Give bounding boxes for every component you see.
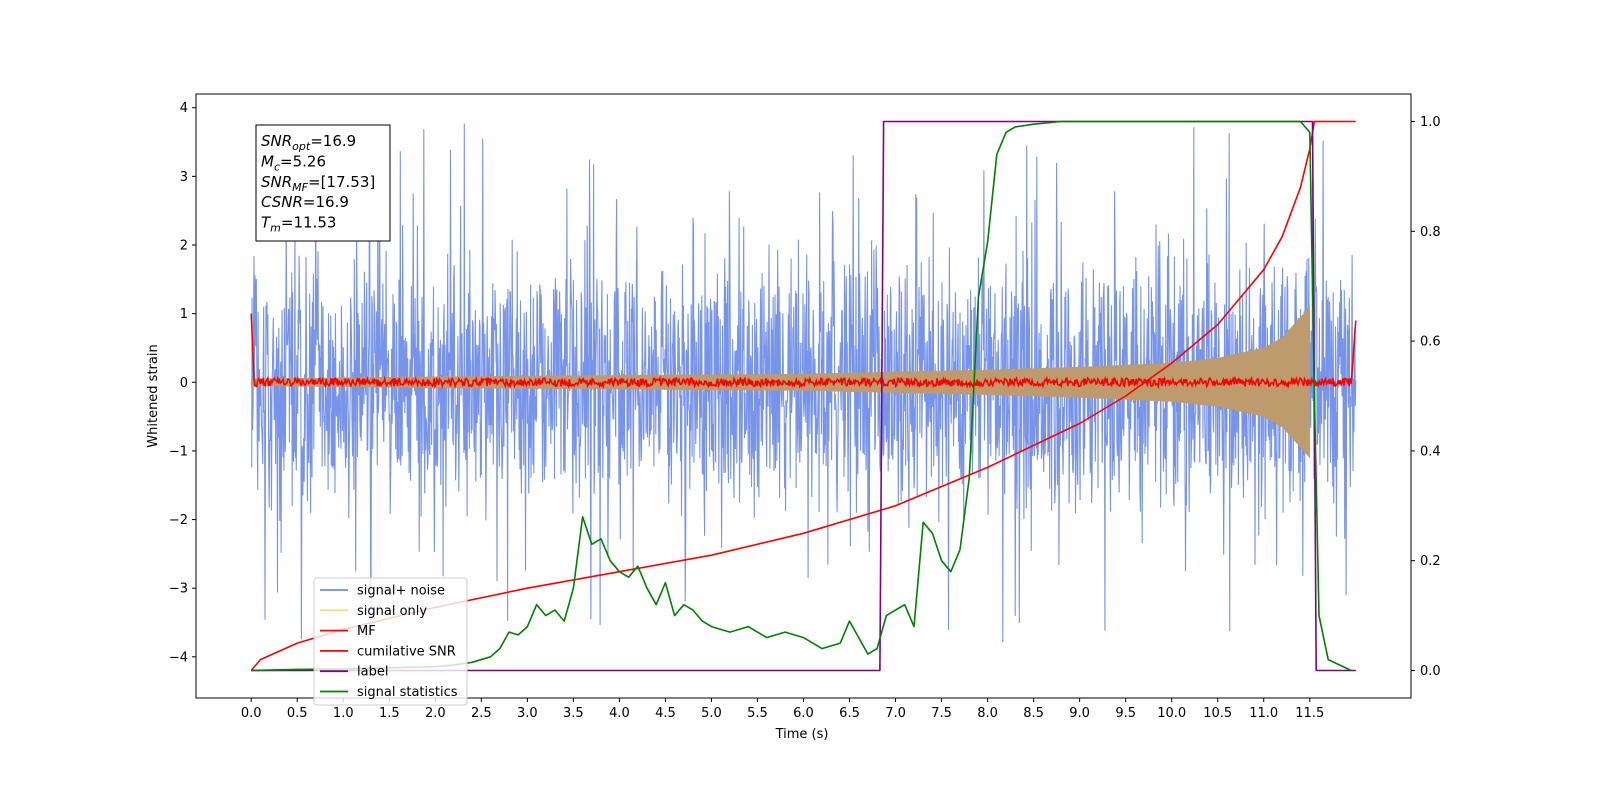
- x-tick-label: 7.0: [885, 706, 906, 721]
- x-tick-label: 10.0: [1157, 706, 1186, 721]
- y-tick-label: 1: [180, 307, 188, 322]
- x-tick-label: 0.0: [241, 706, 262, 721]
- x-tick-label: 3.0: [517, 706, 538, 721]
- annotation-line: Tm=11.53: [261, 214, 336, 235]
- x-tick-label: 2.0: [425, 706, 446, 721]
- y2-tick-label: 0.6: [1420, 335, 1441, 350]
- y2-tick-label: 0.4: [1420, 444, 1441, 459]
- series-signal-statistics: [251, 120, 1352, 672]
- x-tick-label: 8.5: [1023, 706, 1044, 721]
- y-tick-label: 2: [180, 239, 188, 254]
- y-axis-label: Whitened strain: [146, 344, 161, 447]
- y2-tick-label: 1.0: [1420, 115, 1441, 130]
- legend-label-signal-noise: signal+ noise: [357, 584, 445, 599]
- x-tick-label: 1.5: [379, 706, 400, 721]
- x-tick-label: 7.5: [931, 706, 952, 721]
- y-tick-label: −3: [169, 582, 188, 597]
- annotation-line: CSNR=16.9: [261, 193, 349, 211]
- y-tick-label: −4: [169, 650, 188, 665]
- legend-label-mf: MF: [357, 624, 376, 639]
- plot-area: [250, 120, 1357, 672]
- annotation-line: SNRMF=[17.53]: [261, 173, 375, 194]
- y-tick-label: −2: [169, 513, 188, 528]
- y-tick-label: −1: [169, 444, 188, 459]
- y-tick-label: 4: [180, 101, 188, 116]
- x-tick-label: 4.0: [609, 706, 630, 721]
- x-tick-label: 9.5: [1115, 706, 1136, 721]
- legend-label-signal-statistics: signal statistics: [357, 685, 458, 700]
- y2-tick-label: 0.0: [1420, 664, 1441, 679]
- x-tick-label: 0.5: [287, 706, 308, 721]
- series-mf: [250, 313, 1357, 390]
- annotation-box: SNRopt=16.9Mc=5.26SNRMF=[17.53]CSNR=16.9…: [255, 124, 391, 242]
- x-tick-label: 5.0: [701, 706, 722, 721]
- x-tick-label: 4.5: [655, 706, 676, 721]
- x-tick-label: 8.0: [977, 706, 998, 721]
- annotation-line: Mc=5.26: [261, 152, 326, 173]
- x-tick-label: 9.0: [1069, 706, 1090, 721]
- x-tick-label: 5.5: [747, 706, 768, 721]
- annotation-line: SNRopt=16.9: [261, 132, 356, 153]
- x-tick-label: 2.5: [471, 706, 492, 721]
- axes: 0.0 0.5 1.0 1.5 2.0 2.5 3.0 3.5 4.0 4.5 5.0 5.5 6.0 6…: [169, 101, 1441, 721]
- x-tick-label: 1.0: [333, 706, 354, 721]
- x-tick-label: 10.5: [1203, 706, 1232, 721]
- x-tick-label: 3.5: [563, 706, 584, 721]
- x-tick-label: 6.0: [793, 706, 814, 721]
- y2-tick-label: 0.2: [1420, 554, 1441, 569]
- x-tick-label: 6.5: [839, 706, 860, 721]
- y-tick-label: 3: [180, 170, 188, 185]
- x-tick-label: 11.0: [1249, 706, 1278, 721]
- x-axis-label: Time (s): [775, 727, 829, 742]
- y2-tick-label: 0.8: [1420, 225, 1441, 240]
- legend-label-signal-only: signal only: [357, 604, 427, 619]
- legend-label-cumilative-snr: cumilative SNR: [357, 644, 456, 659]
- y-tick-label: 0: [180, 376, 188, 391]
- legend-label-label: label: [357, 665, 388, 680]
- legend: signal+ noise signal only MF cumilative SNR…: [313, 577, 468, 706]
- x-tick-label: 11.5: [1295, 706, 1324, 721]
